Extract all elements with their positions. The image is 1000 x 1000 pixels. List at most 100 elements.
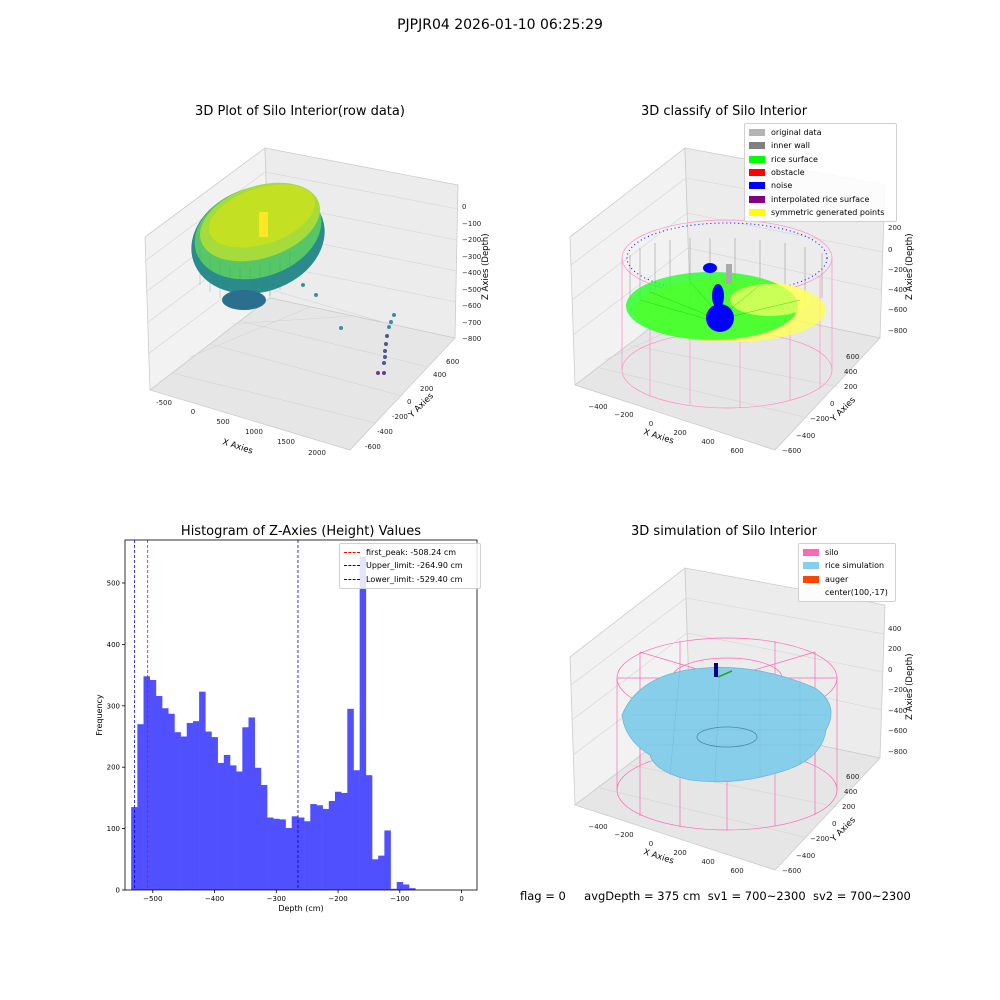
- histogram-bar: [353, 770, 360, 890]
- legend-swatch: [749, 195, 765, 203]
- histogram-bar: [347, 708, 354, 890]
- legend-swatch: [749, 169, 765, 177]
- histogram-ytick-label: 500: [107, 579, 120, 587]
- classify-ytick: −600: [782, 447, 801, 455]
- raw-xtick: 0: [191, 408, 195, 416]
- raw-ztick: −600: [462, 302, 481, 310]
- legend-swatch: [803, 589, 819, 596]
- raw-ytick: 400: [433, 371, 446, 379]
- legend-label: auger: [825, 574, 849, 584]
- simulation-xtick: 600: [730, 867, 743, 875]
- histogram-bar: [402, 884, 410, 890]
- raw-ytick: 0: [407, 398, 411, 406]
- histogram-bar: [248, 717, 255, 890]
- histogram-bar: [223, 754, 231, 890]
- legend-swatch: [803, 549, 819, 557]
- legend-entry: silo: [803, 546, 891, 559]
- histogram-bar: [322, 808, 330, 890]
- histogram-bar: [273, 818, 280, 890]
- histogram-bar: [131, 807, 138, 890]
- sv1-text: sv1 = 700~2300: [707, 889, 806, 903]
- histogram-bar: [162, 708, 169, 890]
- histogram-bar: [137, 724, 144, 890]
- raw-xtick: 2000: [308, 449, 326, 457]
- simulation-3d-plot: 400 200 0 −200 −400 −600 −800 −400 −200 …: [569, 567, 915, 875]
- simulation-ztick: 0: [888, 666, 892, 674]
- classify-xtick: 400: [701, 438, 714, 446]
- histogram-title: Histogram of Z-Axies (Height) Values: [180, 524, 422, 539]
- legend-entry: auger: [803, 573, 891, 586]
- figure-title: PJPJR04 2026-01-10 06:25:29: [397, 17, 603, 33]
- histogram-bar: [384, 830, 391, 890]
- legend-swatch: [749, 155, 765, 163]
- legend-label: symmetric generated points: [771, 207, 885, 217]
- histogram-bar: [254, 767, 262, 890]
- simulation-ztick: −800: [888, 748, 907, 756]
- raw-ytick: 600: [446, 358, 459, 366]
- histogram-bar: [180, 736, 188, 890]
- sv2-text: sv2 = 700~2300: [812, 889, 911, 903]
- histogram-bar: [242, 727, 249, 890]
- histogram-bar: [267, 817, 274, 890]
- simulation-plot-title: 3D simulation of Silo Interior: [631, 524, 817, 539]
- raw-ztick: 0: [462, 203, 466, 211]
- legend-swatch: [749, 129, 765, 137]
- histogram-bar: [211, 737, 218, 890]
- classify-plot-title: 3D classify of Silo Interior: [640, 104, 808, 119]
- classify-ztick: 200: [888, 224, 901, 232]
- classify-ztick: −600: [888, 306, 907, 314]
- legend-entry: Upper_limit: -264.90 cm: [344, 559, 476, 572]
- histogram-ytick-label: 200: [107, 764, 120, 772]
- histogram-bar: [217, 762, 225, 890]
- legend-label: first_peak: -508.24 cm: [366, 548, 457, 558]
- histogram-bar: [378, 855, 385, 890]
- legend-label: rice surface: [771, 154, 818, 164]
- legend-entry: interpolated rice surface: [749, 192, 892, 205]
- raw-ztick: −100: [462, 220, 481, 228]
- simulation-ztick: 200: [888, 645, 901, 653]
- classify-xtick: 600: [730, 447, 743, 455]
- simulation-xtick: −400: [588, 823, 607, 831]
- legend-label: rice simulation: [825, 561, 885, 571]
- legend-entry: noise: [749, 179, 892, 192]
- legend-label: interpolated rice surface: [771, 194, 870, 204]
- classify-3d-plot: 200 0 −200 −400 −600 −800 −400 −200 0 20…: [569, 147, 915, 455]
- classify-xtick: 200: [673, 429, 686, 437]
- histogram-bar: [186, 722, 194, 890]
- raw-3d-plot: 0 −100 −200 −300 −400 −500 −600 −700 −80…: [144, 147, 491, 457]
- legend-entry: center(100,-17): [803, 586, 891, 599]
- histogram-xtick-label: −300: [267, 895, 286, 903]
- histogram-bar: [390, 888, 398, 890]
- raw-ztick: −500: [462, 286, 481, 294]
- classify-xtick: −200: [614, 411, 633, 419]
- legend-label: inner wall: [771, 141, 811, 151]
- histogram-bar: [334, 791, 342, 890]
- histogram-bar: [279, 819, 286, 890]
- raw-ztick: −400: [462, 269, 481, 277]
- raw-ztick: −300: [462, 253, 481, 261]
- histogram-bar: [174, 732, 181, 890]
- simulation-xtick: 200: [673, 849, 686, 857]
- classify-ztick: −400: [888, 286, 907, 294]
- histogram-xtick-label: −400: [205, 895, 224, 903]
- classify-xtick: 0: [649, 420, 653, 428]
- simulation-xlabel: X Axies: [642, 847, 675, 866]
- histogram-bar: [359, 556, 367, 890]
- legend-line: [344, 565, 360, 567]
- raw-ytick: -600: [365, 443, 381, 451]
- histogram-bar: [297, 817, 305, 890]
- histogram-bar: [409, 888, 416, 890]
- legend-swatch: [749, 142, 765, 150]
- histogram-chart: −500 −400 −300 −200 −100 0 0 100 200 300 400 500 D…: [95, 539, 478, 913]
- simulation-ytick: −600: [782, 867, 801, 875]
- histogram-bar: [372, 859, 379, 890]
- simulation-ztick: 400: [888, 625, 901, 633]
- simulation-xtick: −200: [614, 831, 633, 839]
- raw-ytick: -400: [377, 428, 393, 436]
- legend-entry: original data: [749, 126, 892, 139]
- classify-ytick: 400: [844, 368, 857, 376]
- histogram-bar: [310, 804, 317, 890]
- classify-legend: original data inner wall rice surface ob…: [744, 123, 897, 223]
- histogram-bar: [316, 805, 323, 890]
- histogram-legend: first_peak: -508.24 cm Upper_limit: -264…: [339, 543, 481, 589]
